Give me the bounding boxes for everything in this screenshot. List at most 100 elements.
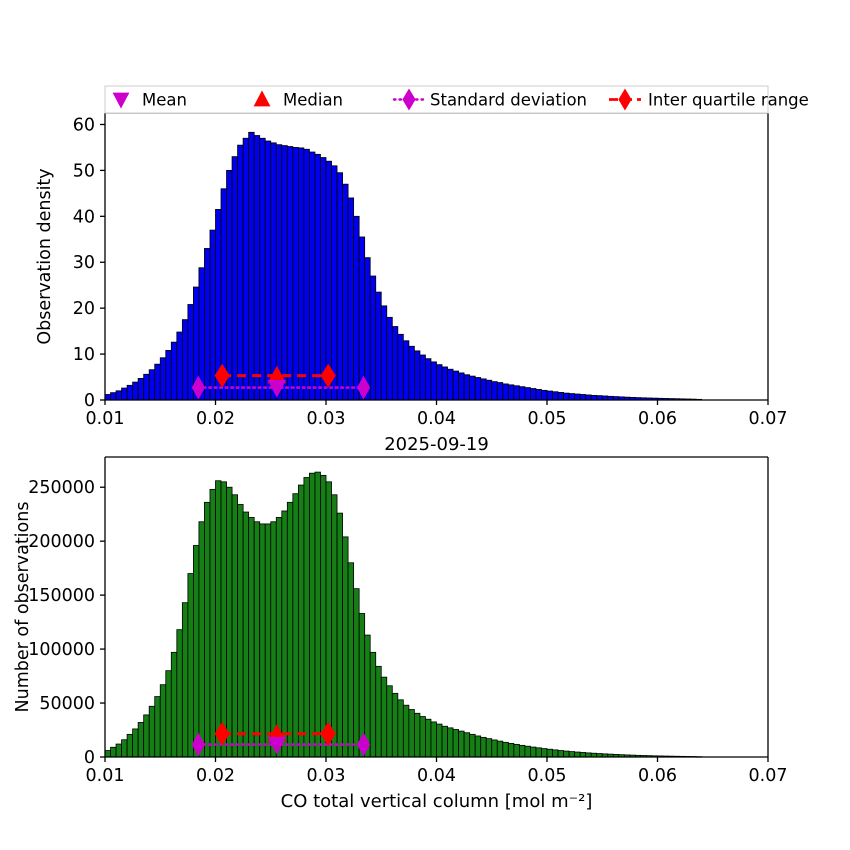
histogram-bar [336,512,343,758]
histogram-bar [480,378,487,401]
histogram-bar [309,151,316,401]
histogram-bar [413,350,421,401]
histogram-bar [369,275,377,401]
histogram-bar [408,709,415,758]
histogram-bar [215,480,222,758]
histogram-bar [347,562,355,758]
legend: Mean Median Standard deviation Inter quarti… [104,85,809,114]
legend-entry-2[interactable]: Standard deviation [392,88,587,111]
histogram-bar [402,704,410,758]
histogram-bar [375,665,382,758]
histogram-bar [309,472,316,758]
histogram-bar [507,743,515,758]
histogram-bar [154,363,161,401]
x-tick-label: 0.07 [749,766,788,786]
histogram-bar [391,692,399,758]
histogram-bar [535,747,542,758]
histogram-bar [524,745,531,758]
histogram-bar [391,326,399,401]
histogram-bar [474,377,482,401]
histogram-bar [419,354,426,401]
histogram-bar [380,305,388,401]
histogram-bar [104,750,111,758]
histogram-bar [342,536,349,758]
histogram-bar [436,723,443,758]
histogram-bar [518,386,526,401]
x-tick-label: 0.06 [638,766,677,786]
legend-entry-1[interactable]: Median [253,90,343,110]
histogram-bar [568,751,576,758]
histogram-bar [325,160,332,401]
histogram-bar [596,395,603,401]
histogram-bar [237,504,244,758]
x-axis-label: CO total vertical column [mol m⁻²] [281,791,593,812]
histogram-bar [552,391,559,401]
histogram-bar [353,588,360,758]
std-dev-upper-marker-bottom [357,732,371,757]
histogram-bar [513,743,520,758]
y-tick-label: 150000 [28,586,95,606]
histogram-bar [386,316,393,401]
histogram-bar [353,215,360,401]
x-tick-label: 0.03 [307,409,346,429]
histogram-bar [502,741,509,758]
histogram-bar [148,705,156,758]
histogram-bar [458,372,465,401]
histogram-bar [181,602,189,758]
histogram-bar [397,699,404,758]
histogram-bar [320,157,327,401]
histogram-bar [286,501,294,758]
histogram-bar [530,746,537,758]
y-tick-label: 0 [84,391,95,411]
histogram-bar [187,304,194,401]
histogram-bar [209,488,216,758]
legend-entry-0[interactable]: Mean [112,91,187,110]
histogram-bar [264,140,272,401]
histogram-bar [463,374,471,401]
histogram-bar [530,388,537,401]
histogram-bar [568,393,576,401]
histogram-bar [209,229,216,401]
histogram-bar [535,389,542,401]
histogram-bar [507,384,515,401]
histogram-bar [447,368,454,401]
histogram-bar [237,144,244,401]
y-tick-label: 10 [73,345,95,365]
histogram-bar [148,369,156,401]
histogram-bar [297,484,305,758]
histogram-bar [502,383,509,401]
histogram-bar [546,390,553,401]
histogram-bar [176,331,183,401]
y-tick-label: 40 [73,207,95,227]
y-tick-label: 250000 [28,478,95,498]
histogram-bar [314,471,321,758]
histogram-bar [226,486,233,758]
std-dev-upper-marker-top [357,375,371,400]
histogram-bar [364,257,371,401]
histogram-bar [270,521,277,758]
histogram-bar [485,379,493,401]
x-tick-label: 0.05 [528,409,567,429]
histogram-bar [126,384,134,401]
histogram-bar [541,389,548,401]
histogram-bar [275,517,283,758]
x-tick-label: 0.06 [638,409,677,429]
histogram-bar [170,341,178,401]
histogram-bar [447,727,454,758]
x-tick-label: 0.01 [86,766,125,786]
histogram-bar [336,172,343,401]
mean-marker-top [267,379,287,398]
histogram-bar [248,131,255,401]
histogram-bar [187,573,194,758]
histogram-bar [325,481,332,758]
axes-top: 0.01 0.02 0.03 0.04 0.05 0.06 0.07 0 10 20 30 40 50 6… [35,112,787,455]
histogram-bar [204,248,211,401]
legend-entry-3[interactable]: Inter quartile range [609,88,809,111]
histogram-bar [485,738,493,758]
histogram-bar [320,474,327,758]
histogram-bar [121,387,128,401]
y-tick-label: 200000 [28,532,95,552]
histogram-bar [579,752,587,758]
legend-diamond-icon [402,88,416,111]
